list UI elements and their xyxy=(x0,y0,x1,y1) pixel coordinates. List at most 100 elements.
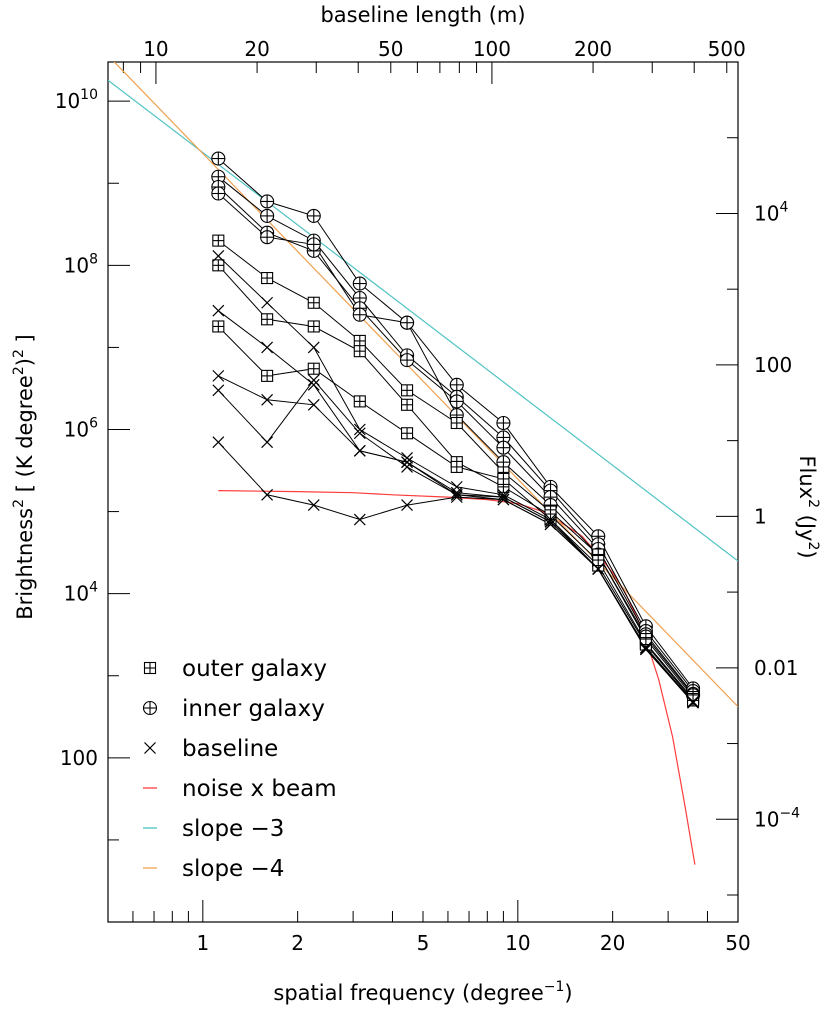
right-tick-label: 10−4 xyxy=(754,805,800,831)
top-tick-label: 200 xyxy=(574,37,612,61)
right-tick-label: 100 xyxy=(754,353,792,377)
y-tick-label: 100 xyxy=(60,746,98,770)
top-tick-label: 20 xyxy=(244,37,269,61)
data-point-inner xyxy=(260,230,275,245)
series-line-inner xyxy=(217,186,694,695)
x-tick-label: 1 xyxy=(196,931,209,955)
data-point-outer xyxy=(687,694,700,707)
x-tick-label: 2 xyxy=(291,931,304,955)
data-point-outer xyxy=(307,296,320,309)
legend-label: baseline xyxy=(182,736,278,762)
data-point-baseline xyxy=(261,436,274,449)
data-point-outer xyxy=(450,416,463,430)
data-point-inner xyxy=(352,276,367,291)
data-point-baseline xyxy=(497,493,510,506)
axis-ticks xyxy=(107,61,739,923)
tick-labels: 1 2 5 10 20 50 10 20 50 100 200 500 100 104 106 108 1010… xyxy=(55,37,800,955)
right-tick-label: 104 xyxy=(754,199,788,225)
data-point-baseline xyxy=(401,452,413,464)
data-point-baseline xyxy=(450,491,463,504)
data-point-baseline xyxy=(261,296,274,309)
data-point-baseline xyxy=(450,486,463,499)
data-point-outer xyxy=(212,259,225,272)
top-tick-label: 50 xyxy=(378,37,403,61)
y-tick-label: 106 xyxy=(64,415,98,441)
x-tick-label: 20 xyxy=(600,931,625,955)
x-tick-label: 50 xyxy=(725,931,750,955)
legend-label: slope −4 xyxy=(182,856,284,882)
legend-label: noise x beam xyxy=(182,776,337,802)
data-point-inner xyxy=(496,440,511,455)
data-point-baseline xyxy=(212,384,225,397)
data-point-baseline xyxy=(353,427,366,440)
data-point-inner xyxy=(400,353,415,368)
top-tick-label: 100 xyxy=(473,37,511,61)
data-point-outer xyxy=(353,395,366,408)
data-point-outer xyxy=(497,472,510,485)
y-tick-label: 104 xyxy=(64,580,98,606)
data-point-inner xyxy=(260,208,275,223)
data-point-baseline xyxy=(307,499,320,512)
data-point-baseline xyxy=(212,304,225,317)
legend-label: inner galaxy xyxy=(182,696,325,722)
data-point-inner xyxy=(449,394,464,409)
data-point-outer xyxy=(401,427,414,440)
data-point-inner xyxy=(352,290,367,306)
series-line-baseline xyxy=(217,310,694,703)
legend-marker xyxy=(143,661,157,675)
data-point-baseline xyxy=(307,398,320,411)
x-axis-label: spatial frequency (degree−1) xyxy=(273,979,572,1005)
data-point-baseline xyxy=(212,250,225,262)
data-series xyxy=(211,151,701,709)
data-point-baseline xyxy=(307,378,320,391)
data-point-baseline xyxy=(497,488,510,501)
top-axis-label: baseline length (m) xyxy=(320,3,525,27)
data-point-outer xyxy=(401,398,414,411)
data-point-baseline xyxy=(687,695,699,708)
top-tick-label: 500 xyxy=(708,37,746,61)
y-axis-label: Brightness2 [ (K degree2)2 ] xyxy=(11,334,37,620)
data-point-outer xyxy=(401,384,414,397)
model-line xyxy=(218,490,696,865)
data-point-baseline xyxy=(544,515,557,528)
data-point-baseline xyxy=(497,491,510,504)
data-point-inner xyxy=(352,307,367,322)
data-point-baseline xyxy=(544,513,557,526)
data-point-baseline xyxy=(353,444,366,457)
legend-label: outer galaxy xyxy=(182,656,327,682)
data-point-outer xyxy=(353,334,366,347)
series-line-inner xyxy=(217,193,694,696)
x-tick-label: 10 xyxy=(505,931,530,955)
y-tick-label: 108 xyxy=(64,251,98,277)
data-point-outer xyxy=(261,369,274,382)
data-point-outer xyxy=(261,313,274,326)
data-point-baseline xyxy=(353,423,366,436)
right-tick-label: 0.01 xyxy=(754,656,799,680)
data-point-baseline xyxy=(212,369,225,382)
data-point-inner xyxy=(400,315,415,330)
data-point-inner xyxy=(211,186,226,201)
data-point-baseline xyxy=(544,518,557,531)
data-point-baseline xyxy=(307,341,320,354)
data-point-outer xyxy=(212,234,225,247)
series-line-outer xyxy=(217,264,694,700)
data-point-baseline xyxy=(401,456,413,469)
legend-marker xyxy=(142,700,158,716)
legend: outer galaxy inner galaxy baseline noise x … xyxy=(142,656,337,882)
series-line-inner xyxy=(217,176,694,692)
data-point-inner xyxy=(306,237,321,252)
data-point-inner xyxy=(449,377,464,392)
data-point-inner xyxy=(260,194,275,209)
data-point-baseline xyxy=(353,513,366,526)
data-point-inner xyxy=(211,151,226,166)
data-point-baseline xyxy=(592,563,605,575)
data-point-outer xyxy=(307,320,320,333)
data-point-baseline xyxy=(307,374,320,387)
data-point-inner xyxy=(496,415,511,431)
data-point-inner xyxy=(306,208,321,223)
data-point-outer xyxy=(261,271,274,285)
data-point-baseline xyxy=(450,488,463,501)
x-tick-label: 5 xyxy=(417,931,430,955)
data-point-baseline xyxy=(639,641,652,654)
